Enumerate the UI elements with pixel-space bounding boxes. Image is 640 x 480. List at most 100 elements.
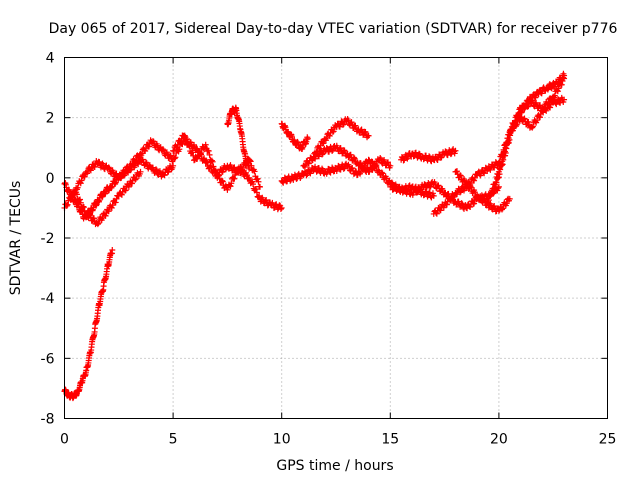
data-point xyxy=(227,183,234,190)
data-point xyxy=(555,85,562,92)
data-point xyxy=(319,150,326,157)
data-point xyxy=(477,193,484,200)
data-point xyxy=(351,155,358,162)
data-point xyxy=(438,154,445,161)
data-point xyxy=(341,147,348,154)
data-point xyxy=(499,206,506,213)
data-point xyxy=(121,172,128,179)
data-point xyxy=(423,184,430,191)
data-point xyxy=(319,165,326,172)
data-point xyxy=(210,163,217,170)
y-tick-label: 4 xyxy=(46,51,55,67)
data-point xyxy=(471,189,478,196)
data-point xyxy=(146,143,153,150)
data-point xyxy=(353,158,360,165)
data-point xyxy=(91,163,98,170)
data-point xyxy=(219,178,226,185)
data-point xyxy=(529,124,536,131)
data-point xyxy=(457,189,464,196)
data-point xyxy=(506,136,513,143)
data-point xyxy=(492,179,499,186)
data-point xyxy=(352,122,359,129)
data-point xyxy=(548,84,555,91)
data-point xyxy=(132,175,139,182)
data-point xyxy=(106,165,113,172)
data-point xyxy=(499,205,506,212)
data-point xyxy=(105,164,112,171)
data-point xyxy=(471,174,478,181)
data-point xyxy=(219,168,226,175)
data-point xyxy=(378,169,385,176)
data-point xyxy=(161,172,168,179)
data-point xyxy=(384,159,391,166)
data-point xyxy=(433,210,440,217)
data-point xyxy=(170,162,177,169)
data-point xyxy=(426,184,433,191)
data-point xyxy=(467,183,474,190)
data-point xyxy=(122,187,129,194)
data-point xyxy=(170,148,177,155)
data-series-sat-j xyxy=(300,142,394,176)
data-point xyxy=(340,165,347,172)
data-point xyxy=(458,200,465,207)
data-point xyxy=(464,179,471,186)
data-point xyxy=(218,177,225,184)
data-point xyxy=(273,201,280,208)
data-point xyxy=(362,129,369,136)
data-point xyxy=(255,178,262,185)
data-point xyxy=(426,153,433,160)
data-point xyxy=(443,201,450,208)
data-point xyxy=(457,172,464,179)
data-series-sat-g xyxy=(278,120,311,153)
data-point xyxy=(512,120,519,127)
data-point xyxy=(197,151,204,158)
data-point xyxy=(326,148,333,155)
data-point xyxy=(521,104,528,111)
data-point xyxy=(373,162,380,169)
data-point xyxy=(357,169,364,176)
data-point xyxy=(508,126,515,133)
y-tick-label: 0 xyxy=(46,171,55,187)
data-point xyxy=(246,165,253,172)
data-point xyxy=(471,177,478,184)
data-point xyxy=(108,183,115,190)
data-series-sat-n xyxy=(452,168,513,215)
data-point xyxy=(365,156,372,163)
data-point xyxy=(559,75,566,82)
data-point xyxy=(426,189,433,196)
data-point xyxy=(112,179,119,186)
data-point xyxy=(139,156,146,163)
data-point xyxy=(525,118,532,125)
data-point xyxy=(467,204,474,211)
chart-title: Day 065 of 2017, Sidereal Day-to-day VTE… xyxy=(49,21,618,37)
data-point xyxy=(499,161,506,168)
data-point xyxy=(492,184,499,191)
data-point xyxy=(358,126,365,133)
data-point xyxy=(502,152,509,159)
data-point xyxy=(256,183,263,190)
data-point xyxy=(87,211,94,218)
data-point xyxy=(185,140,192,147)
data-point xyxy=(253,189,260,196)
data-point xyxy=(153,166,160,173)
data-point xyxy=(108,204,115,211)
data-point xyxy=(165,168,172,175)
data-point xyxy=(375,167,382,174)
x-tick-label: 5 xyxy=(169,432,178,448)
data-point xyxy=(434,156,441,163)
data-point xyxy=(454,191,461,198)
data-point xyxy=(77,196,84,203)
data-point xyxy=(511,121,518,128)
data-point xyxy=(128,166,135,173)
data-point xyxy=(182,134,189,141)
data-point xyxy=(102,212,109,219)
data-point xyxy=(96,159,103,166)
data-point xyxy=(495,207,502,214)
data-point xyxy=(323,145,330,152)
data-point xyxy=(339,121,346,128)
data-point xyxy=(405,186,412,193)
data-point xyxy=(455,198,462,205)
data-point xyxy=(503,145,510,152)
data-point xyxy=(554,80,561,87)
data-point xyxy=(171,155,178,162)
